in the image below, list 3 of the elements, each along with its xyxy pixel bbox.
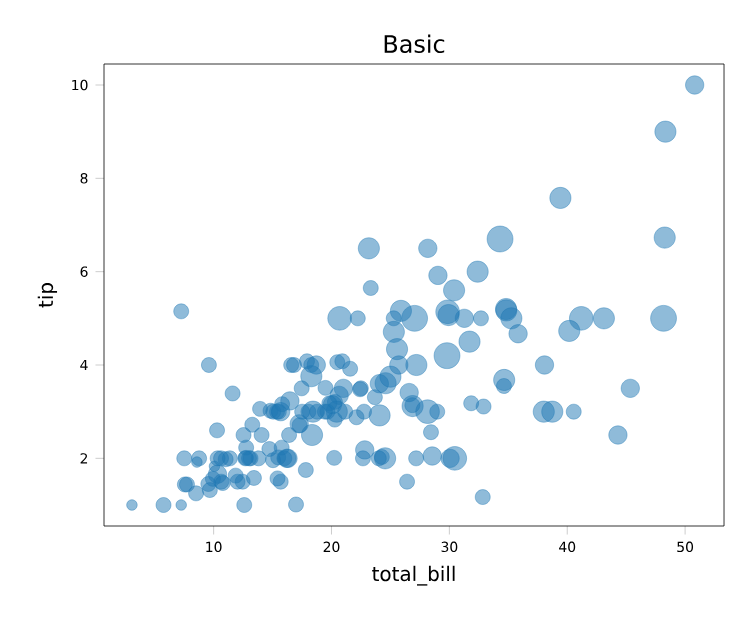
x-axis-title: total_bill xyxy=(372,565,455,586)
y-axis-title: tip xyxy=(37,283,58,308)
chart-title: Basic xyxy=(384,34,445,54)
